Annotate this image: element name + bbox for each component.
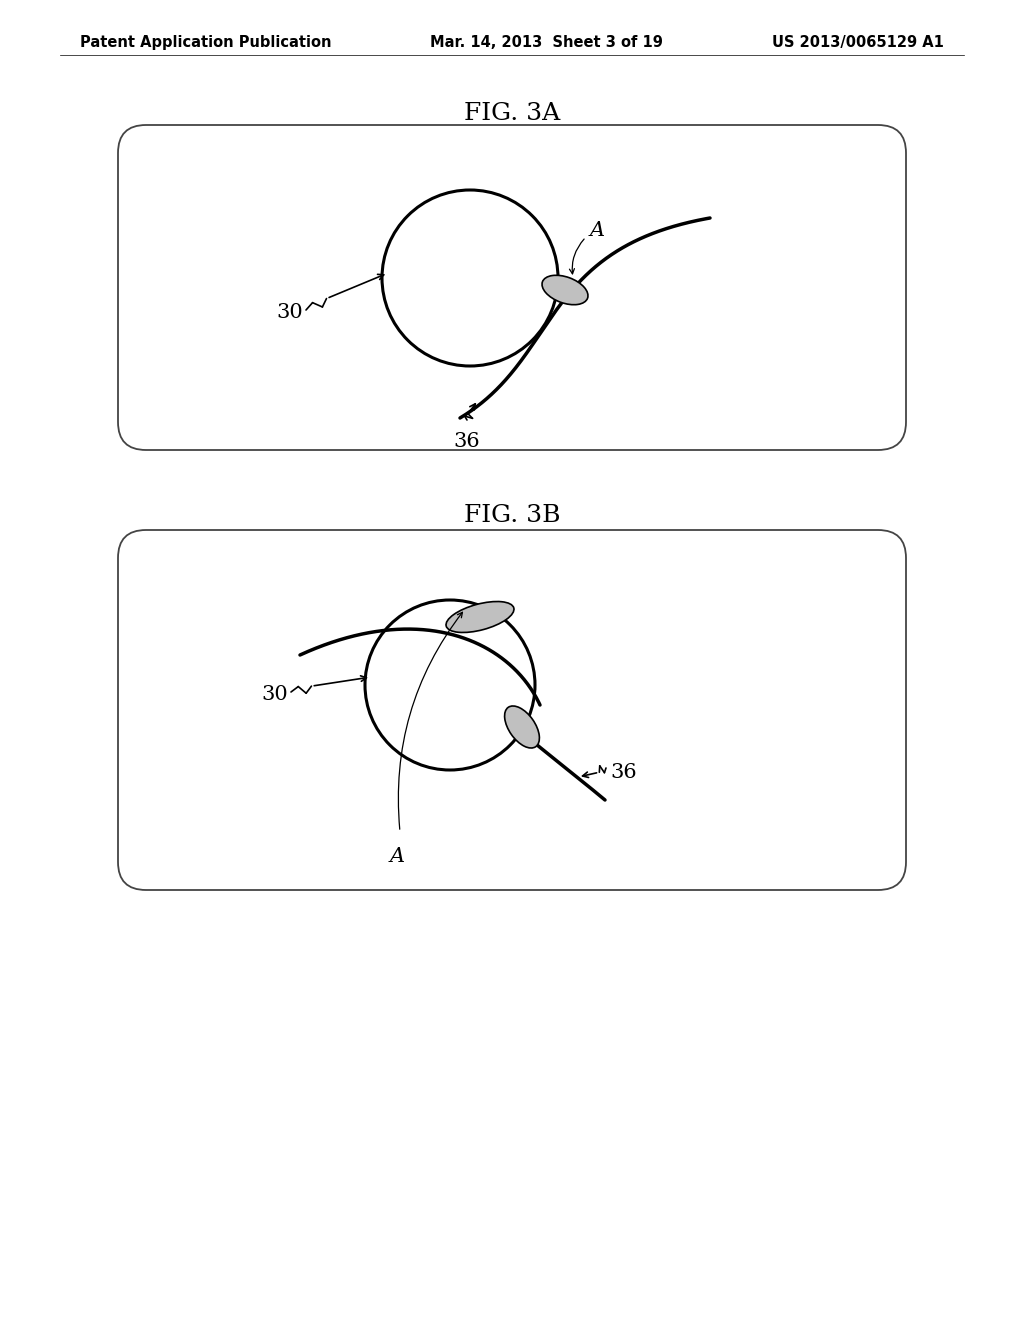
FancyBboxPatch shape [118,531,906,890]
Text: FIG. 3A: FIG. 3A [464,102,560,125]
FancyBboxPatch shape [118,125,906,450]
Text: 36: 36 [610,763,637,781]
Ellipse shape [542,276,588,305]
Text: 36: 36 [454,432,480,451]
Text: 30: 30 [276,302,303,322]
Text: A: A [590,220,605,239]
Text: Patent Application Publication: Patent Application Publication [80,36,332,50]
Ellipse shape [505,706,540,748]
Text: 30: 30 [261,685,288,705]
Text: US 2013/0065129 A1: US 2013/0065129 A1 [772,36,944,50]
Text: FIG. 3B: FIG. 3B [464,504,560,527]
Text: A: A [389,847,404,866]
Ellipse shape [446,602,514,632]
Text: Mar. 14, 2013  Sheet 3 of 19: Mar. 14, 2013 Sheet 3 of 19 [430,36,663,50]
